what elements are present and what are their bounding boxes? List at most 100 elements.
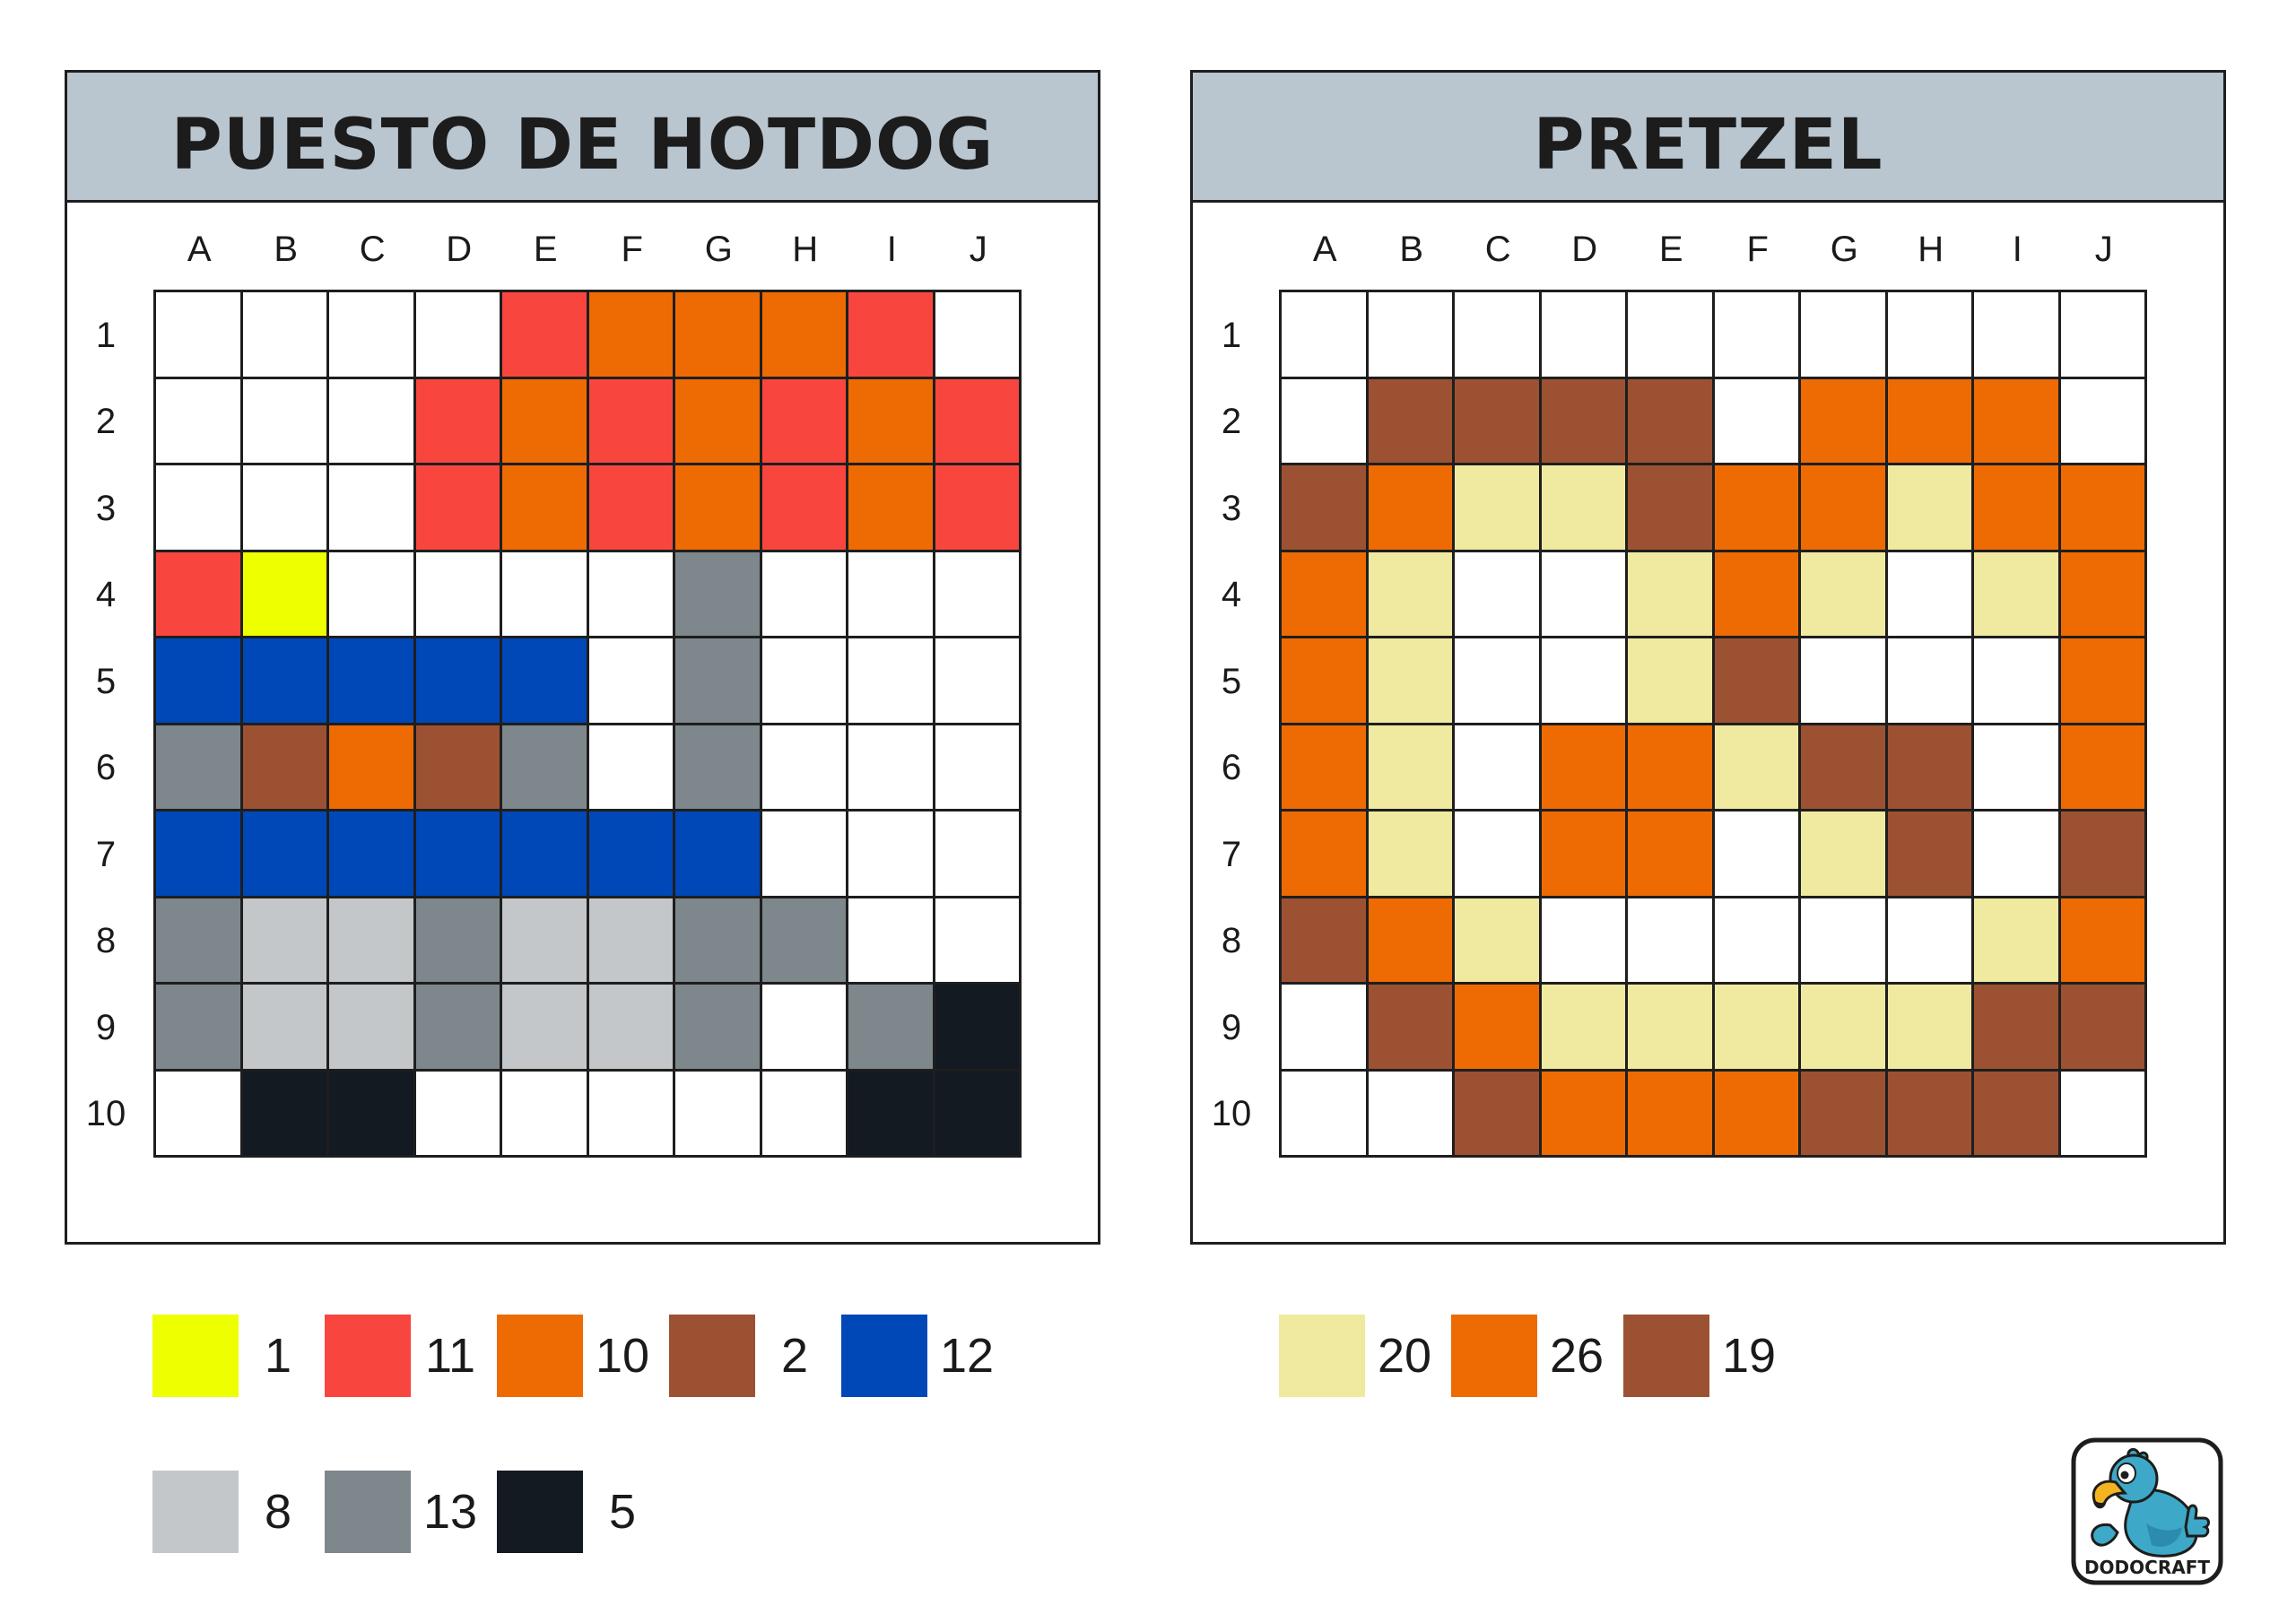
row-label-3: 3 <box>1221 488 1242 528</box>
row-label-2: 2 <box>1221 402 1242 442</box>
row-label-6: 6 <box>95 748 117 788</box>
grid-cell-h6 <box>1887 725 1974 812</box>
row-label-10: 10 <box>1211 1094 1252 1134</box>
legend-count: 19 <box>1721 1329 1777 1383</box>
grid-cell-b9 <box>242 985 329 1072</box>
grid-cell-h10 <box>1887 1071 1974 1158</box>
grid-cell-f9 <box>588 985 675 1072</box>
grid-cell-d5 <box>1541 638 1628 725</box>
dodo-pupil <box>2120 1471 2129 1480</box>
grid-cell-e7 <box>1628 812 1715 898</box>
grid-cell-f3 <box>588 465 675 552</box>
grid-cell-j8 <box>2060 898 2147 985</box>
legend-count: 11 <box>424 1329 476 1383</box>
column-labels: A B C D E F G H I J <box>1279 227 2147 272</box>
grid-cell-h4 <box>761 551 848 638</box>
legend-count: 10 <box>595 1329 650 1383</box>
legend-item: 26 <box>1451 1315 1623 1397</box>
grid-cell-c9 <box>329 985 416 1072</box>
dodo-bird-icon <box>2091 1448 2210 1558</box>
grid-cell-b3 <box>242 465 329 552</box>
grid-cell-i5 <box>1974 638 2061 725</box>
logo-text: DODOCRAFT <box>2084 1557 2210 1578</box>
grid-cell-g2 <box>675 378 762 465</box>
grid-cell-b7 <box>1368 812 1455 898</box>
grid-cell-c9 <box>1455 985 1542 1072</box>
grid-cell-b7 <box>242 812 329 898</box>
legend-swatch-cream <box>1279 1315 1365 1397</box>
row-label-9: 9 <box>95 1007 117 1047</box>
row-label-4: 4 <box>95 575 117 615</box>
row-label-10: 10 <box>85 1094 126 1134</box>
legend-item: 12 <box>841 1315 1013 1397</box>
grid-cell-e7 <box>502 812 589 898</box>
row-label-8: 8 <box>1221 921 1242 961</box>
grid-cell-b2 <box>242 378 329 465</box>
grid-cell-c7 <box>329 812 416 898</box>
legend-item: 20 <box>1279 1315 1451 1397</box>
grid-cell-c3 <box>329 465 416 552</box>
grid-cell-g3 <box>675 465 762 552</box>
column-label-h: H <box>792 230 819 269</box>
grid-cell-a3 <box>1282 465 1369 552</box>
grid-cell-a6 <box>1282 725 1369 812</box>
grid-cell-h5 <box>1887 638 1974 725</box>
grid-cell-e5 <box>502 638 589 725</box>
grid-cell-c10 <box>329 1071 416 1158</box>
grid-cell-e1 <box>502 292 589 379</box>
grid-cell-h1 <box>1887 292 1974 379</box>
legend-swatch-gray <box>325 1471 411 1553</box>
column-label-i: I <box>886 230 897 269</box>
row-label-5: 5 <box>95 661 117 701</box>
grid-cell-j1 <box>935 292 1022 379</box>
grid-cell-f8 <box>1714 898 1801 985</box>
grid-cell-i3 <box>848 465 935 552</box>
grid-cell-a7 <box>1282 812 1369 898</box>
grid-cell-j5 <box>935 638 1022 725</box>
grid-cell-g9 <box>1801 985 1888 1072</box>
grid-cell-h10 <box>761 1071 848 1158</box>
grid-cell-c8 <box>329 898 416 985</box>
color-legend-hotdog: 1 11 10 2 12 8 13 5 <box>152 1315 1013 1557</box>
grid-cell-a9 <box>1282 985 1369 1072</box>
legend-item: 5 <box>497 1471 669 1553</box>
grid-cell-e4 <box>1628 551 1715 638</box>
legend-swatch-orange <box>497 1315 583 1397</box>
grid-cell-h7 <box>1887 812 1974 898</box>
grid-cell-i9 <box>848 985 935 1072</box>
legend-item: 19 <box>1623 1315 1796 1397</box>
grid-cell-a8 <box>1282 898 1369 985</box>
grid-cell-d10 <box>415 1071 502 1158</box>
grid-cell-d2 <box>415 378 502 465</box>
grid-cell-a10 <box>1282 1071 1369 1158</box>
grid-cell-b5 <box>242 638 329 725</box>
row-label-1: 1 <box>1221 315 1242 355</box>
legend-count: 2 <box>780 1329 809 1383</box>
grid-cell-e3 <box>1628 465 1715 552</box>
grid-cell-a2 <box>1282 378 1369 465</box>
grid-cell-c5 <box>329 638 416 725</box>
column-label-f: F <box>621 230 643 269</box>
legend-swatch-lightgray <box>152 1471 239 1553</box>
row-label-7: 7 <box>1221 834 1242 874</box>
grid-cell-f5 <box>1714 638 1801 725</box>
column-label-a: A <box>187 230 212 269</box>
column-labels: A B C D E F G H I J <box>153 227 1022 272</box>
grid-cell-g10 <box>675 1071 762 1158</box>
grid-cell-f6 <box>588 725 675 812</box>
row-label-2: 2 <box>95 402 117 442</box>
grid-cell-c8 <box>1455 898 1542 985</box>
grid-cell-e6 <box>1628 725 1715 812</box>
row-label-4: 4 <box>1221 575 1242 615</box>
column-label-i: I <box>2012 230 2022 269</box>
grid-cell-h3 <box>1887 465 1974 552</box>
grid-cell-f10 <box>1714 1071 1801 1158</box>
legend-count: 1 <box>264 1329 292 1383</box>
grid-cell-h2 <box>761 378 848 465</box>
grid-cell-b4 <box>242 551 329 638</box>
grid-cell-h9 <box>761 985 848 1072</box>
grid-cell-g8 <box>675 898 762 985</box>
grid-cell-a2 <box>156 378 243 465</box>
grid-cell-d6 <box>1541 725 1628 812</box>
grid-cell-g6 <box>1801 725 1888 812</box>
